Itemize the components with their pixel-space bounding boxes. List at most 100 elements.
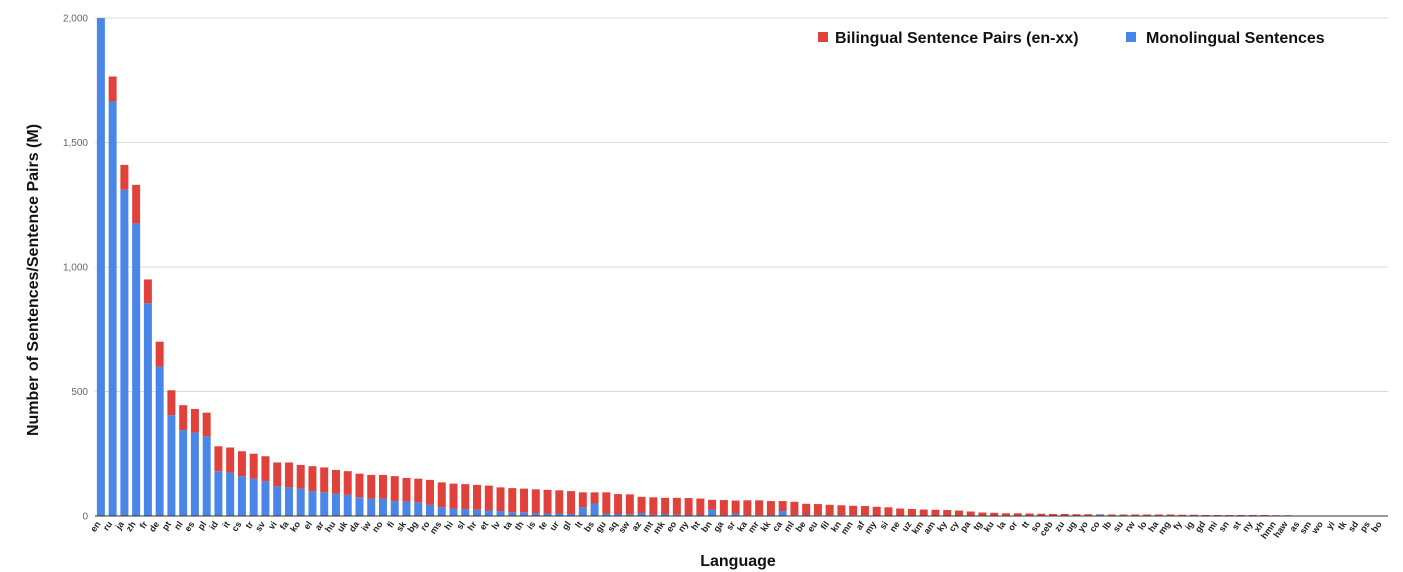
bar-bilingual <box>719 500 728 516</box>
bar-bilingual <box>426 479 435 505</box>
bar-monolingual <box>378 498 387 516</box>
x-tick-label: fi <box>385 519 396 529</box>
bar-bilingual <box>484 485 493 511</box>
x-axis-title: Language <box>700 553 776 570</box>
bar-bilingual <box>931 509 940 516</box>
bar-bilingual <box>943 510 952 516</box>
bar-bilingual <box>1248 515 1257 516</box>
x-tick-label: my <box>863 519 879 535</box>
bar-bilingual <box>543 489 552 514</box>
bar-bilingual <box>531 489 540 514</box>
bar-monolingual <box>531 513 540 516</box>
bar-bilingual <box>331 469 340 494</box>
bars <box>96 18 1387 517</box>
bar-bilingual <box>790 501 799 516</box>
bar-monolingual <box>96 18 105 516</box>
bar-bilingual <box>590 492 599 504</box>
bar-bilingual <box>449 483 458 509</box>
bar-monolingual <box>625 514 634 516</box>
x-tick-label: es <box>183 519 197 533</box>
bar-monolingual <box>143 303 152 516</box>
bar-monolingual <box>578 507 587 516</box>
bar-monolingual <box>284 487 293 516</box>
x-tick-label: ps <box>1358 519 1372 533</box>
x-tick-label: cy <box>947 519 961 533</box>
bar-bilingual <box>813 504 822 516</box>
bar-monolingual <box>237 476 246 516</box>
bar-bilingual <box>578 492 587 508</box>
bar-monolingual <box>661 514 670 516</box>
x-tick-label: vi <box>266 519 279 531</box>
bar-monolingual <box>343 494 352 516</box>
x-tick-label: sd <box>1346 519 1360 533</box>
bar-bilingual <box>755 500 764 516</box>
bar-monolingual <box>473 509 482 516</box>
bar-monolingual <box>496 511 505 516</box>
bar-bilingual <box>108 76 117 102</box>
legend-swatch-monolingual <box>1126 32 1136 42</box>
bar-bilingual <box>1084 514 1093 516</box>
bar-monolingual <box>249 478 258 516</box>
bar-monolingual <box>261 481 270 516</box>
x-tick-label: id <box>207 519 220 531</box>
bar-bilingual <box>1025 513 1034 516</box>
bar-bilingual <box>1154 514 1163 516</box>
x-tick-label: is <box>525 519 538 531</box>
x-tick-label: si <box>878 519 891 531</box>
x-tick-label: sv <box>253 519 267 533</box>
bar-monolingual <box>367 498 376 516</box>
x-tick-label: mn <box>839 519 855 536</box>
bar-bilingual <box>320 467 329 493</box>
bar-bilingual <box>155 341 164 367</box>
bar-bilingual <box>496 487 505 512</box>
bar-monolingual <box>426 504 435 516</box>
bar-bilingual <box>872 506 881 516</box>
x-tick-label: sn <box>1217 519 1231 533</box>
bar-bilingual <box>355 473 364 498</box>
bar-monolingual <box>590 503 599 516</box>
bar-monolingual <box>355 497 364 516</box>
bar-monolingual <box>437 507 446 516</box>
bar-bilingual <box>802 503 811 516</box>
bar-bilingual <box>1013 513 1022 516</box>
bar-monolingual <box>672 514 681 516</box>
x-tick-label: en <box>88 519 102 533</box>
bar-bilingual <box>661 497 670 515</box>
y-tick-label: 0 <box>82 512 88 523</box>
x-tick-label: ms <box>428 519 444 535</box>
x-tick-label: lv <box>490 519 503 531</box>
bar-bilingual <box>367 474 376 499</box>
bar-bilingual <box>860 506 869 516</box>
bar-bilingual <box>884 507 893 516</box>
bar-bilingual <box>614 494 623 515</box>
bar-bilingual <box>849 505 858 516</box>
bar-monolingual <box>520 512 529 516</box>
bar-monolingual <box>273 486 282 516</box>
x-tick-label: tt <box>1019 519 1031 530</box>
x-tick-label: it <box>220 519 231 529</box>
bar-bilingual <box>414 478 423 503</box>
x-tick-label: gl <box>560 519 573 531</box>
bar-monolingual <box>414 502 423 516</box>
bar-bilingual <box>602 492 611 514</box>
bar-monolingual <box>1096 514 1105 516</box>
bar-bilingual <box>402 477 411 502</box>
bar-monolingual <box>320 492 329 516</box>
x-tick-label: sl <box>454 519 467 531</box>
x-tick-label: no <box>370 519 385 534</box>
legend-label-bilingual: Bilingual Sentence Pairs (en-xx) <box>835 30 1079 47</box>
x-tick-label: fr <box>138 519 150 530</box>
x-tick-label: ky <box>935 519 949 533</box>
x-tick-label: zu <box>1052 519 1066 533</box>
bar-bilingual <box>555 490 564 514</box>
x-tick-label: bo <box>1369 519 1384 534</box>
bar-monolingual <box>708 509 717 516</box>
bar-bilingual <box>508 488 517 513</box>
bar-bilingual <box>249 453 258 479</box>
x-tick-label: su <box>1111 519 1125 533</box>
bar-bilingual <box>237 451 246 477</box>
bar-bilingual <box>567 491 576 515</box>
x-tick-label: el <box>302 519 315 531</box>
bar-bilingual <box>520 488 529 513</box>
